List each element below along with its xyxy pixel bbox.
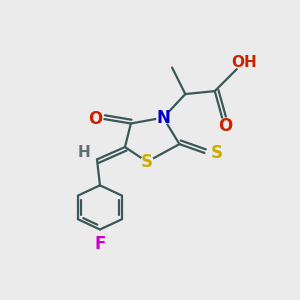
Text: O: O <box>88 110 102 128</box>
Circle shape <box>88 112 101 126</box>
Circle shape <box>141 156 154 169</box>
Text: OH: OH <box>231 55 256 70</box>
Text: F: F <box>94 235 106 253</box>
Circle shape <box>236 54 252 70</box>
Text: H: H <box>77 145 90 160</box>
Text: N: N <box>156 109 170 127</box>
Circle shape <box>157 111 170 124</box>
Circle shape <box>77 146 90 158</box>
Text: S: S <box>141 153 153 171</box>
Text: O: O <box>218 117 232 135</box>
Circle shape <box>210 146 223 159</box>
Circle shape <box>94 238 106 251</box>
Text: S: S <box>211 144 223 162</box>
Circle shape <box>219 119 232 132</box>
